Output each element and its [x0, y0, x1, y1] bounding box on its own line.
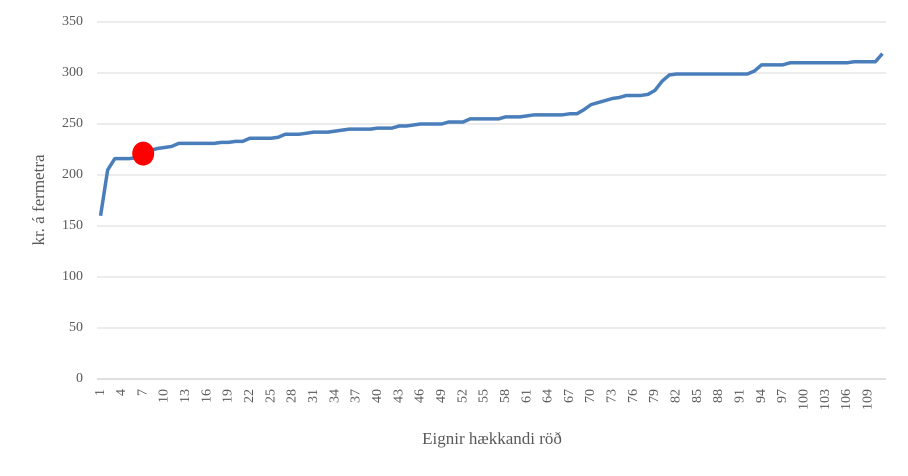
x-tick-label: 61 [519, 389, 534, 403]
y-tick-label: 300 [62, 65, 83, 80]
x-tick-label: 67 [562, 389, 577, 403]
y-tick-label: 50 [69, 320, 83, 335]
x-tick-label: 22 [242, 389, 257, 403]
x-tick-label: 43 [391, 389, 406, 403]
x-tick-label: 79 [647, 389, 662, 403]
x-tick-label: 64 [541, 389, 556, 403]
x-tick-label: 88 [711, 389, 726, 403]
x-tick-label: 73 [605, 389, 620, 403]
x-tick-label: 49 [434, 389, 449, 403]
x-tick-label: 103 [818, 389, 833, 410]
y-tick-label: 250 [62, 116, 83, 131]
x-tick-label: 109 [860, 389, 875, 410]
x-tick-label: 34 [327, 389, 342, 403]
line-series [98, 52, 884, 217]
y-tick-label: 350 [62, 14, 83, 29]
y-axis-title: kr. á fermetra [29, 154, 48, 246]
x-tick-label: 76 [626, 389, 641, 403]
y-tick-label: 200 [62, 167, 83, 182]
x-axis-title: Eignir hækkandi röð [422, 429, 562, 448]
x-tick-label: 4 [114, 389, 129, 396]
y-tick-label: 150 [62, 218, 83, 233]
x-tick-label: 10 [157, 389, 172, 403]
x-tick-label: 94 [754, 389, 769, 403]
x-tick-label: 85 [690, 389, 705, 403]
x-tick-label: 40 [370, 389, 385, 403]
x-tick-label: 31 [306, 389, 321, 403]
x-tick-label: 13 [178, 389, 193, 403]
x-tick-label: 97 [775, 389, 790, 403]
x-tick-label: 1 [93, 389, 108, 396]
x-tick-label: 91 [733, 389, 748, 403]
x-tick-label: 16 [199, 389, 214, 403]
x-tick-label: 70 [583, 389, 598, 403]
x-tick-label: 46 [413, 389, 428, 403]
x-tick-label: 19 [221, 389, 236, 403]
x-tick-label: 58 [498, 389, 513, 403]
x-tick-label: 100 [796, 389, 811, 410]
x-tick-label: 52 [455, 389, 470, 403]
x-tick-label: 55 [477, 389, 492, 403]
x-tick-label: 25 [263, 389, 278, 403]
y-tick-label: 0 [76, 371, 83, 386]
x-tick-label: 7 [135, 389, 150, 396]
y-tick-label: 100 [62, 269, 83, 284]
highlight-point [132, 141, 155, 166]
x-tick-label: 28 [285, 389, 300, 403]
x-tick-label: 82 [669, 389, 684, 403]
x-tick-label: 106 [839, 389, 854, 410]
x-tick-label: 37 [349, 389, 364, 403]
